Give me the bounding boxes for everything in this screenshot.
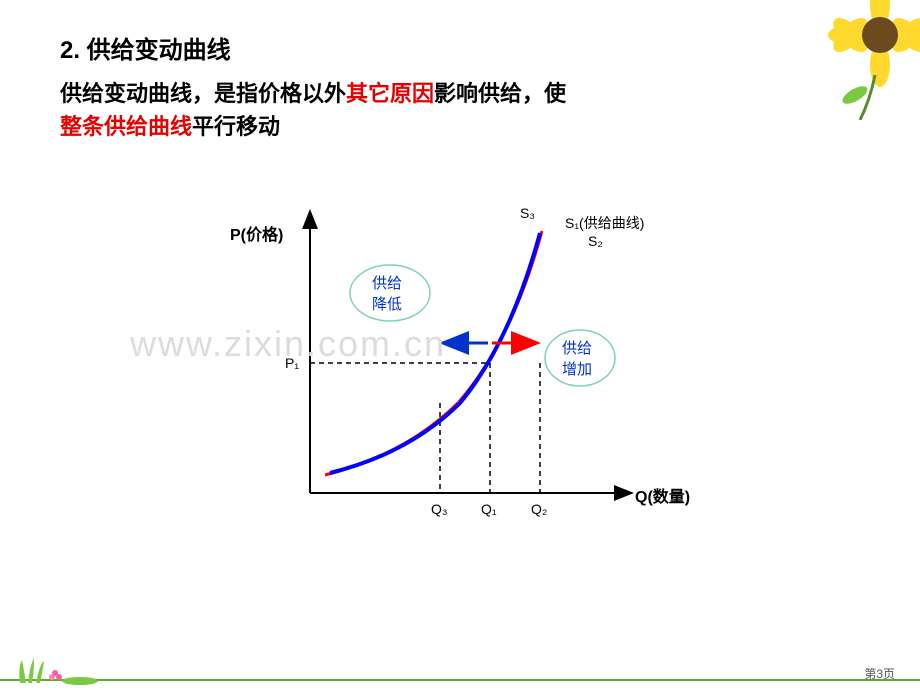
subtitle-p2: 其它原因: [346, 81, 434, 106]
label-p1: P₁: [285, 355, 299, 371]
label-s3: S₃: [520, 205, 535, 221]
subtitle-p4: 整条供给曲线: [60, 114, 192, 139]
supply-chart: www.zixin.com.cn: [210, 173, 710, 573]
annotation-increase: 供给增加: [562, 338, 592, 380]
sunflower-icon: [800, 0, 920, 120]
subtitle-p1: 供给变动曲线，是指价格以外: [60, 81, 346, 106]
section-title: 2. 供给变动曲线: [60, 30, 860, 65]
annotation-decrease: 供给降低: [372, 273, 402, 315]
subtitle-p5: 平行移动: [192, 114, 280, 139]
label-s1: S₁(供给曲线): [565, 213, 644, 233]
label-q1: Q₁: [481, 501, 497, 517]
x-axis-label: Q(数量): [635, 483, 690, 507]
label-s2: S₂: [588, 233, 603, 249]
y-axis-label: P(价格): [230, 221, 283, 245]
section-subtitle: 供给变动曲线，是指价格以外其它原因影响供给，使 整条供给曲线平行移动: [60, 77, 860, 143]
label-q2: Q₂: [531, 501, 547, 517]
chart-svg: [210, 173, 710, 573]
subtitle-p3: 影响供给，使: [434, 81, 566, 106]
page-number: 第3页: [864, 665, 895, 682]
label-q3: Q₃: [431, 501, 448, 517]
curve-red: [325, 231, 542, 475]
footer-decoration: 第3页: [0, 655, 920, 690]
curve-s1: [330, 233, 540, 473]
